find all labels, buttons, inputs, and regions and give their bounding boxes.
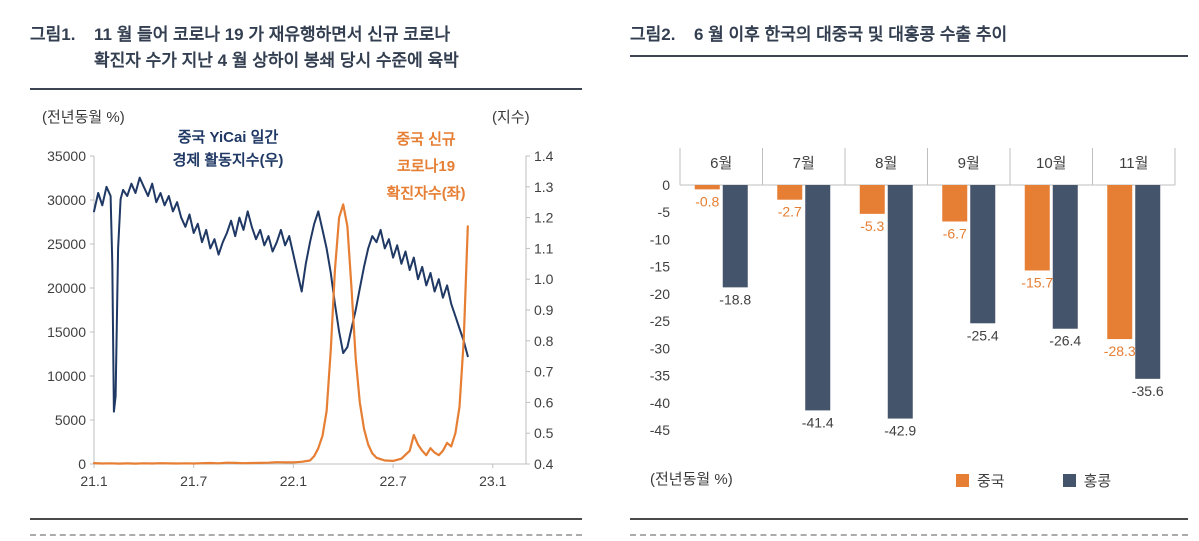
svg-text:-35: -35: [650, 368, 670, 384]
svg-text:22.1: 22.1: [280, 473, 307, 489]
svg-text:0: 0: [662, 177, 670, 193]
svg-text:1.0: 1.0: [534, 271, 554, 287]
figure1-right-axis-unit: (지수): [492, 109, 530, 126]
svg-text:21.7: 21.7: [180, 473, 207, 489]
china-legend-swatch: [956, 474, 969, 487]
svg-text:-18.8: -18.8: [719, 291, 751, 307]
svg-text:-5.3: -5.3: [860, 218, 884, 234]
hongkong-legend-swatch: [1062, 474, 1076, 487]
svg-text:1.3: 1.3: [534, 179, 554, 195]
svg-text:-15.7: -15.7: [1021, 274, 1053, 290]
svg-text:0: 0: [78, 456, 86, 472]
svg-text:25000: 25000: [47, 236, 86, 252]
svg-text:-45: -45: [650, 422, 670, 438]
svg-text:-20: -20: [650, 286, 670, 302]
svg-text:-30: -30: [650, 340, 670, 356]
svg-text:-26.4: -26.4: [1049, 333, 1081, 349]
svg-text:30000: 30000: [47, 192, 86, 208]
figure1-title: 11 월 들어 코로나 19 가 재유행하면서 신규 코로나 확진자 수가 지난…: [94, 22, 459, 74]
figure2-footer-dashed-rule: [630, 534, 1188, 536]
figure1-line-chart: 0 5000 10000 15000 20000 25000 30000 35000 0.4 0.…: [47, 148, 554, 489]
figure2-label: 그림2.: [630, 25, 676, 44]
svg-text:-0.8: -0.8: [695, 193, 719, 209]
svg-text:-41.4: -41.4: [802, 414, 834, 430]
figure1-footer-dashed-rule: [30, 534, 582, 536]
figure2-footer-rule: [630, 518, 1188, 520]
svg-text:7월: 7월: [793, 155, 815, 172]
svg-text:-25.4: -25.4: [967, 327, 999, 343]
svg-text:-35.6: -35.6: [1132, 383, 1164, 399]
svg-text:-28.3: -28.3: [1104, 343, 1136, 359]
svg-text:-6.7: -6.7: [943, 225, 967, 241]
figure2-header: 그림2. 6 월 이후 한국의 대중국 및 대홍콩 수출 추이: [630, 22, 1190, 48]
svg-text:10000: 10000: [47, 368, 86, 384]
china-legend-label: 중국: [977, 473, 1005, 490]
svg-text:-5: -5: [658, 204, 671, 220]
figure1-header: 그림1. 11 월 들어 코로나 19 가 재유행하면서 신규 코로나 확진자 …: [30, 22, 590, 74]
figure1-title-line2: 확진자 수가 지난 4 월 상하이 봉쇄 당시 수준에 육박: [94, 51, 459, 70]
svg-text:-10: -10: [650, 231, 670, 247]
svg-text:10월: 10월: [1036, 155, 1067, 172]
figure2-legend: 중국 홍콩: [956, 470, 1111, 491]
svg-text:-40: -40: [650, 395, 670, 411]
svg-text:35000: 35000: [47, 148, 86, 164]
legend-item-hongkong: 홍콩: [1062, 470, 1112, 491]
legend-item-china: 중국: [956, 470, 1005, 491]
hongkong-legend-label: 홍콩: [1083, 473, 1112, 490]
figure1-footer-rule: [30, 518, 582, 520]
svg-text:0.7: 0.7: [534, 364, 554, 380]
figure1-header-rule: [30, 88, 582, 90]
svg-text:1.4: 1.4: [534, 148, 554, 164]
covid-cases-annotation: 중국 신규 코로나19 확진자수(좌): [386, 131, 466, 202]
svg-text:0.6: 0.6: [534, 394, 554, 410]
svg-text:8월: 8월: [875, 155, 897, 172]
svg-text:6월: 6월: [710, 155, 732, 172]
figure1-title-line1: 11 월 들어 코로나 19 가 재유행하면서 신규 코로나: [94, 25, 451, 44]
svg-text:1.1: 1.1: [534, 240, 554, 256]
figure2-axis-unit: (전년동월 %): [650, 471, 733, 488]
svg-text:15000: 15000: [47, 324, 86, 340]
svg-text:-42.9: -42.9: [884, 423, 916, 439]
svg-text:1.2: 1.2: [534, 210, 554, 226]
svg-text:22.7: 22.7: [379, 473, 406, 489]
svg-text:-25: -25: [650, 313, 670, 329]
figure1-left-axis-unit: (전년동월 %): [42, 109, 125, 126]
svg-text:-15: -15: [650, 259, 670, 275]
svg-text:9월: 9월: [958, 155, 980, 172]
svg-text:0.4: 0.4: [534, 456, 554, 472]
yicai-index-annotation: 중국 YiCai 일간 경제 활동지수(우): [172, 129, 284, 169]
figure2-header-rule: [630, 55, 1188, 57]
svg-text:20000: 20000: [47, 280, 86, 296]
svg-text:0.8: 0.8: [534, 333, 554, 349]
figure2-bar-chart: 0 -5 -10 -15 -20 -25 -30 -35 -40 -45 6월 7월 8월 9월 10월 11…: [650, 148, 1176, 439]
svg-text:23.1: 23.1: [479, 473, 506, 489]
figure2-title: 6 월 이후 한국의 대중국 및 대홍콩 수출 추이: [694, 25, 1008, 44]
svg-text:5000: 5000: [55, 412, 86, 428]
svg-text:-2.7: -2.7: [778, 204, 802, 220]
svg-text:11월: 11월: [1119, 155, 1148, 172]
svg-text:21.1: 21.1: [80, 473, 107, 489]
figure1-label: 그림1.: [30, 25, 76, 44]
svg-text:0.5: 0.5: [534, 425, 554, 441]
svg-text:0.9: 0.9: [534, 302, 554, 318]
